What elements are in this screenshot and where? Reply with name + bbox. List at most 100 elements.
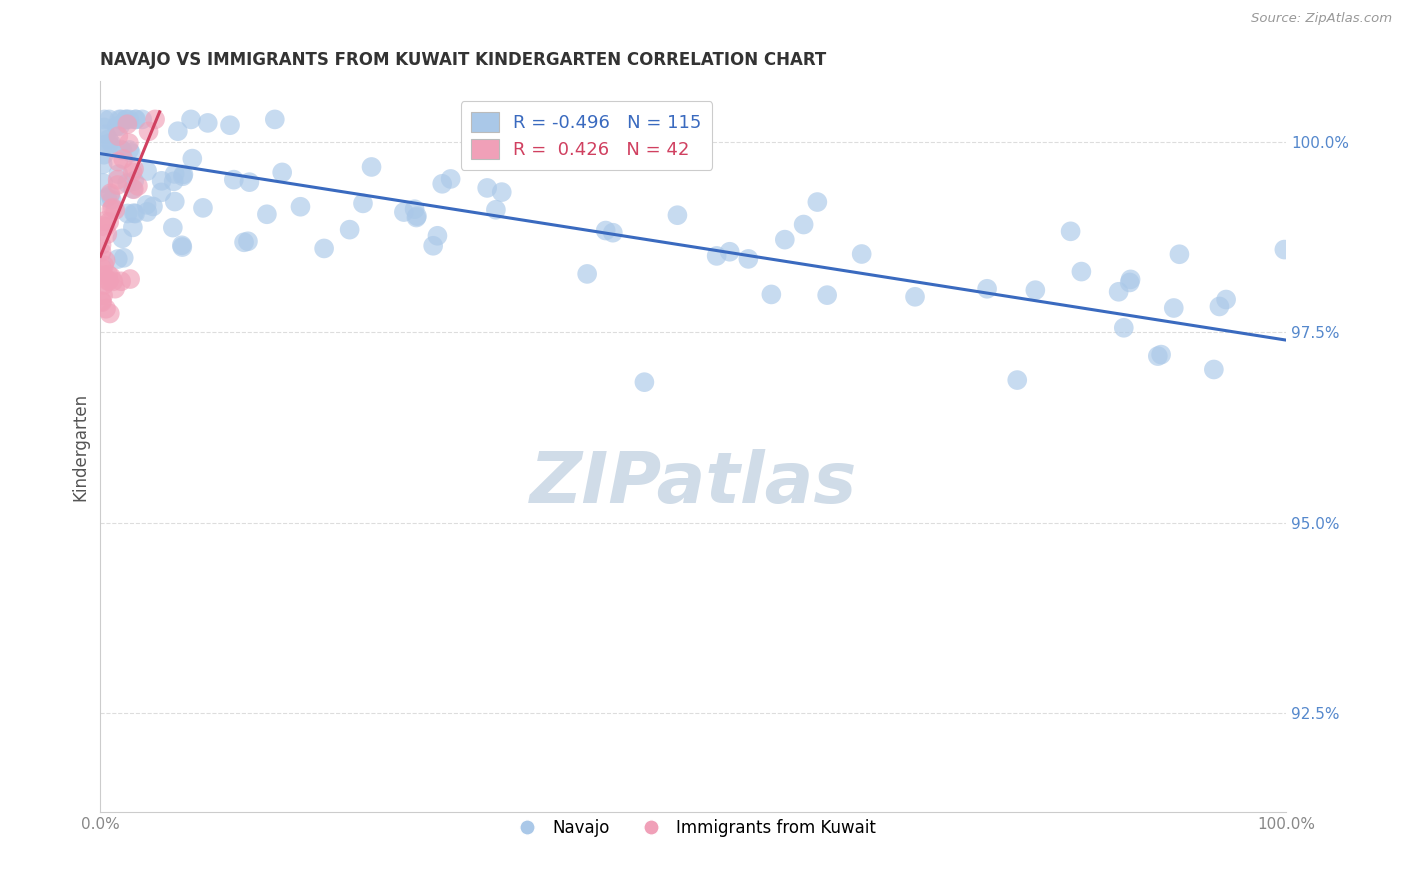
Point bbox=[406, 209, 429, 223]
Point bbox=[773, 233, 796, 247]
Point bbox=[1146, 349, 1168, 363]
Point bbox=[93, 258, 115, 272]
Point bbox=[271, 165, 294, 179]
Point bbox=[122, 174, 145, 188]
Point bbox=[107, 129, 129, 144]
Point bbox=[236, 235, 259, 249]
Point bbox=[197, 116, 219, 130]
Point bbox=[405, 211, 427, 225]
Point bbox=[163, 174, 186, 188]
Point bbox=[91, 288, 114, 302]
Point bbox=[100, 202, 122, 217]
Point bbox=[107, 252, 129, 266]
Point bbox=[112, 152, 135, 166]
Point bbox=[118, 143, 141, 157]
Point bbox=[117, 117, 139, 131]
Point bbox=[93, 147, 115, 161]
Point bbox=[1208, 300, 1230, 314]
Point bbox=[122, 182, 145, 196]
Point bbox=[806, 195, 828, 210]
Point bbox=[142, 199, 165, 213]
Point bbox=[426, 228, 449, 243]
Point bbox=[120, 272, 142, 286]
Point bbox=[121, 220, 143, 235]
Point bbox=[904, 290, 927, 304]
Point bbox=[107, 167, 129, 181]
Point bbox=[602, 226, 624, 240]
Point bbox=[135, 198, 157, 212]
Point bbox=[131, 112, 153, 127]
Point bbox=[815, 288, 838, 302]
Text: Source: ZipAtlas.com: Source: ZipAtlas.com bbox=[1251, 12, 1392, 25]
Point bbox=[222, 172, 245, 186]
Point bbox=[111, 144, 134, 158]
Text: NAVAJO VS IMMIGRANTS FROM KUWAIT KINDERGARTEN CORRELATION CHART: NAVAJO VS IMMIGRANTS FROM KUWAIT KINDERG… bbox=[100, 51, 827, 69]
Point bbox=[91, 219, 114, 233]
Point bbox=[110, 274, 132, 288]
Point bbox=[172, 169, 194, 184]
Point bbox=[290, 200, 312, 214]
Point bbox=[1119, 272, 1142, 286]
Point bbox=[440, 172, 463, 186]
Point bbox=[233, 235, 256, 250]
Point bbox=[360, 160, 382, 174]
Point bbox=[118, 136, 141, 150]
Point bbox=[97, 132, 120, 146]
Point bbox=[115, 112, 138, 127]
Point bbox=[1168, 247, 1191, 261]
Point bbox=[127, 178, 149, 193]
Point bbox=[110, 112, 132, 127]
Point bbox=[93, 176, 115, 190]
Point bbox=[314, 242, 336, 256]
Point bbox=[98, 215, 121, 229]
Point bbox=[1070, 264, 1092, 278]
Point bbox=[90, 245, 112, 260]
Point bbox=[1024, 283, 1046, 297]
Point bbox=[136, 205, 159, 219]
Point bbox=[97, 268, 120, 282]
Point bbox=[93, 214, 115, 228]
Point bbox=[118, 112, 141, 127]
Point bbox=[793, 218, 815, 232]
Point bbox=[1059, 224, 1081, 238]
Point bbox=[352, 196, 374, 211]
Point bbox=[97, 136, 120, 151]
Point bbox=[150, 174, 173, 188]
Legend: Navajo, Immigrants from Kuwait: Navajo, Immigrants from Kuwait bbox=[503, 813, 883, 844]
Point bbox=[576, 267, 599, 281]
Point bbox=[90, 260, 112, 275]
Point bbox=[112, 251, 135, 265]
Point bbox=[392, 205, 415, 219]
Point bbox=[104, 202, 127, 217]
Point bbox=[105, 120, 128, 134]
Point bbox=[1202, 362, 1225, 376]
Point bbox=[108, 112, 131, 127]
Point bbox=[1150, 348, 1173, 362]
Point bbox=[163, 194, 186, 209]
Point bbox=[1163, 301, 1185, 315]
Point bbox=[404, 202, 426, 217]
Point bbox=[96, 191, 118, 205]
Point bbox=[485, 202, 508, 217]
Point bbox=[172, 167, 194, 181]
Point bbox=[180, 112, 202, 127]
Point bbox=[633, 375, 655, 389]
Point bbox=[103, 274, 125, 288]
Point bbox=[93, 268, 115, 283]
Point bbox=[718, 244, 741, 259]
Point bbox=[595, 223, 617, 237]
Point bbox=[107, 154, 129, 169]
Point bbox=[97, 274, 120, 288]
Point bbox=[101, 201, 124, 215]
Point bbox=[100, 186, 122, 201]
Point bbox=[94, 128, 117, 142]
Point bbox=[100, 136, 122, 151]
Point bbox=[170, 238, 193, 252]
Point bbox=[93, 278, 115, 293]
Point bbox=[104, 282, 127, 296]
Point bbox=[124, 206, 146, 220]
Point bbox=[468, 120, 491, 135]
Point bbox=[851, 247, 873, 261]
Point bbox=[110, 143, 132, 157]
Point bbox=[90, 238, 112, 252]
